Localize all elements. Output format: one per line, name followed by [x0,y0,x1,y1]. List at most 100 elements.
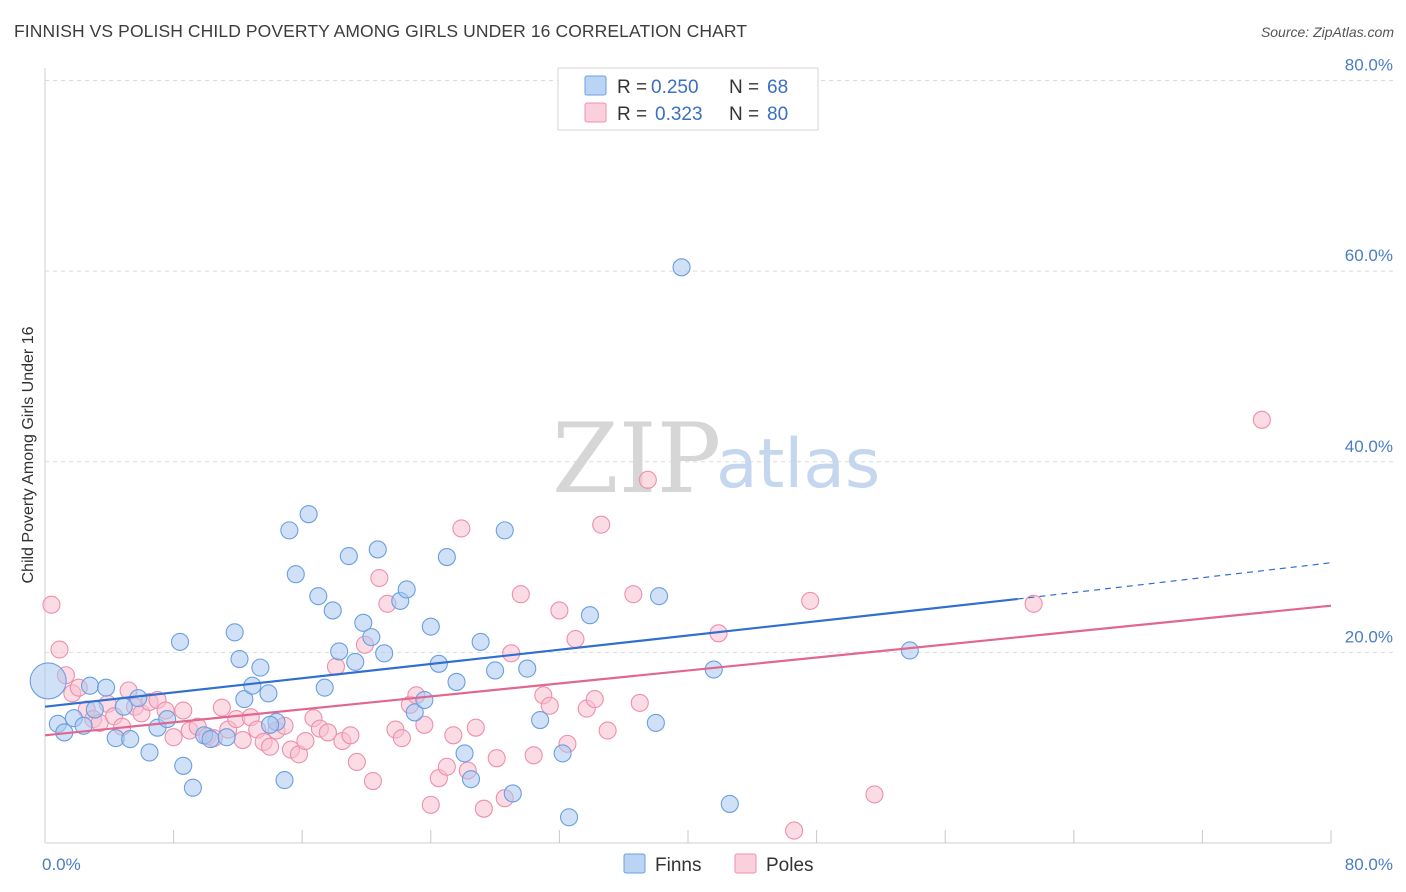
finns-point [405,703,424,722]
finns-point [531,710,550,730]
finns-point [259,684,278,703]
finns-point [299,505,318,524]
finns-series [29,258,919,827]
poles-point [566,629,585,649]
finns-point [346,652,365,671]
y-tick-label: 60.0% [1345,246,1393,265]
poles-point [487,749,506,768]
finns-point [471,632,490,651]
poles-point [1252,410,1271,429]
series-legend-swatch-poles [734,853,757,874]
finns-trend-extension [1017,562,1332,600]
watermark-atlas: atlas [716,425,880,504]
finns-point [486,661,505,680]
poles-point [347,752,366,772]
finns-point [447,672,466,691]
finns-point [720,794,739,813]
poles-point [318,723,337,742]
finns-point [323,601,342,620]
chart-title: FINNISH VS POLISH CHILD POVERTY AMONG GI… [14,21,748,41]
finns-point [559,808,579,827]
finns-point [174,756,193,775]
poles-point [540,696,559,715]
y-tick-label: 80.0% [1345,56,1393,75]
x-tick-label-min: 0.0% [42,855,81,874]
legend-n-value-poles: 80 [767,104,788,125]
poles-point [212,698,231,717]
poles-point [598,721,617,740]
finns-point [646,713,665,732]
poles-point [511,585,530,604]
poles-point [444,726,463,745]
legend-r-value-poles: 0.323 [655,104,703,125]
legend-swatch-poles [584,102,607,123]
finns-point [461,770,481,789]
finns-point [309,587,328,606]
legend-n-label-finns: N = [729,77,759,98]
finns-point [339,547,358,566]
finns-point [217,728,236,747]
finns-point [170,632,190,651]
poles-point [296,731,315,751]
finns-point [368,540,387,559]
finns-point [286,565,305,584]
series-legend-label-poles: Poles [766,855,814,876]
finns-point [260,715,280,734]
poles-trend-line [44,604,1332,737]
y-tick-label: 20.0% [1345,627,1393,646]
finns-trend-line [44,597,1018,708]
finns-point [85,700,104,719]
poles-point [164,728,183,747]
poles-point [585,690,604,709]
finns-point [437,548,456,567]
legend-n-value-finns: 68 [767,77,788,98]
finns-point [183,778,202,797]
x-tick-label-max: 80.0% [1345,855,1393,874]
y-tick-labels: 20.0% 40.0% 60.0% 80.0% [1345,56,1393,647]
poles-point [865,785,884,804]
series-legend-swatch-finns [623,853,646,874]
series-legend-label-finns: Finns [655,855,701,876]
poles-series [42,410,1271,840]
finns-point [158,710,177,729]
poles-point [452,519,471,538]
stats-legend: R = 0.250 N = 68 R = 0.323 N = 80 [557,67,819,131]
poles-point [592,515,611,534]
watermark: ZIP atlas [552,403,880,515]
y-tick-label: 40.0% [1345,437,1393,456]
finns-point [354,613,373,632]
poles-point [392,729,411,748]
trend-lines [44,562,1332,737]
finns-point [280,521,299,540]
poles-point [466,718,485,737]
legend-r-value-finns: 0.250 [651,77,699,98]
poles-point [474,799,493,818]
finns-point [375,644,394,663]
legend-r-label-poles: R = [617,104,647,125]
y-axis-label: Child Poverty Among Girls Under 16 [20,326,37,583]
poles-point [370,568,389,588]
poles-point [174,701,193,720]
poles-point [550,601,569,620]
finns-point [580,606,599,625]
finns-point [140,743,159,762]
finns-point [672,258,691,277]
finns-point [397,580,416,599]
poles-point [341,726,360,745]
finns-point [362,628,381,647]
finns-point [230,649,249,669]
poles-point [415,715,434,734]
finns-point [553,744,572,763]
watermark-zip: ZIP [552,403,721,515]
finns-point [97,678,116,697]
poles-point [624,585,643,604]
poles-point [638,470,657,489]
finns-point [330,642,349,661]
legend-r-label-finns: R = [617,77,647,98]
poles-point [260,737,280,756]
finns-point [421,617,440,636]
x-axis-ticks [173,830,1332,843]
finns-point [251,658,270,677]
poles-point [785,821,804,840]
poles-point [630,693,649,712]
